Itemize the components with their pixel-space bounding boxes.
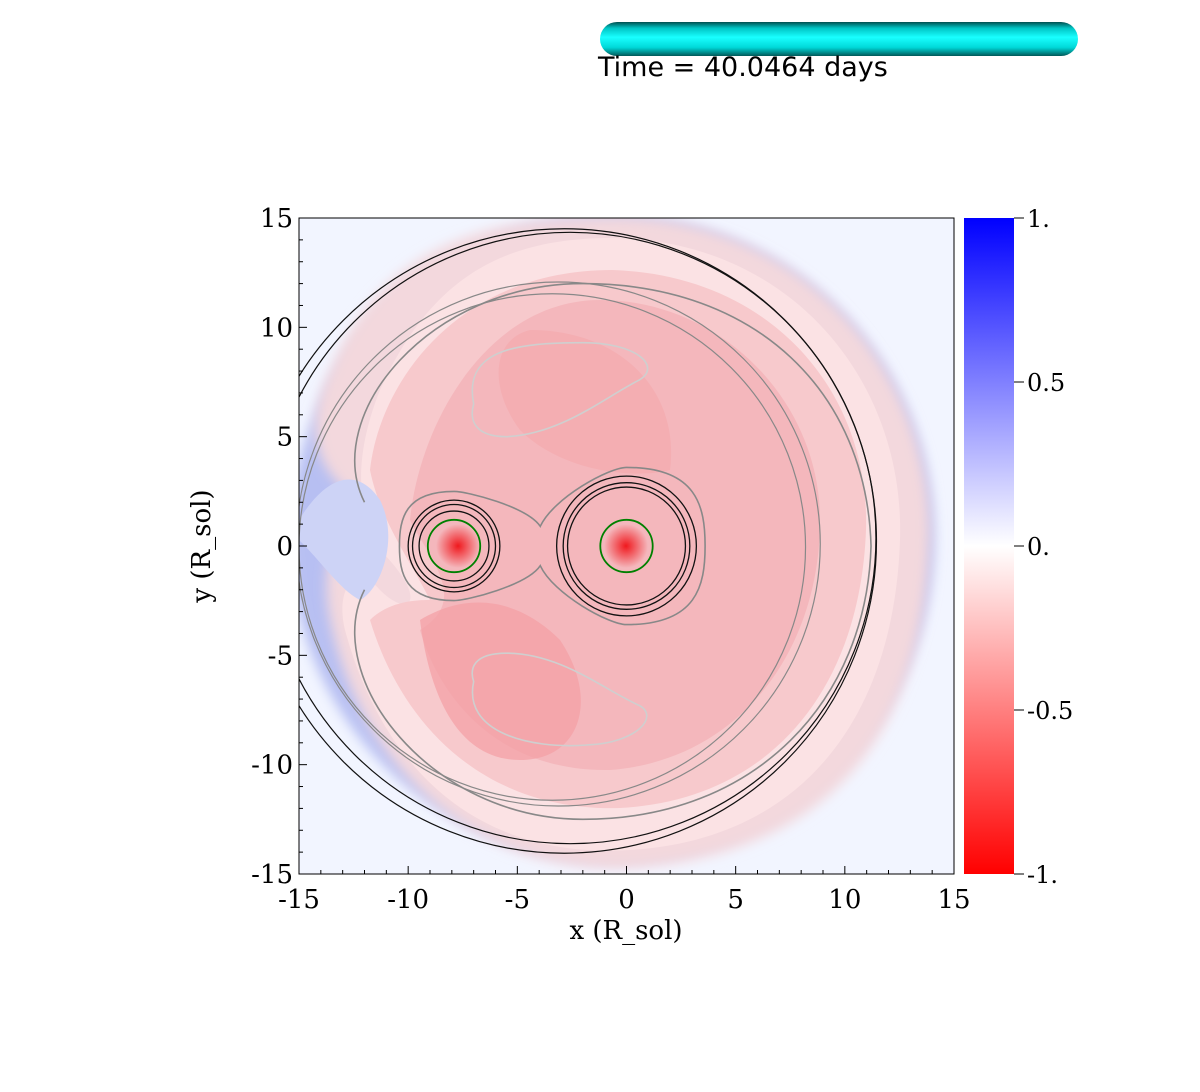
x-axis: -15 -10 -5 0 5 10 15 xyxy=(278,866,971,915)
star1-contour-ring xyxy=(407,499,501,593)
y-tick-label: 10 xyxy=(260,313,293,343)
star-2-circle xyxy=(599,518,654,574)
y-tick-label: -5 xyxy=(268,641,293,671)
x-tick-label: -5 xyxy=(505,885,530,915)
y-tick-label: 0 xyxy=(276,532,293,562)
x-tick-label: 10 xyxy=(828,885,861,915)
x-tick-label: -15 xyxy=(278,885,320,915)
y-axis-label: y (R_sol) xyxy=(187,489,217,603)
star1-contour-ring xyxy=(418,510,490,582)
y-tick-label: -10 xyxy=(251,751,293,781)
colorbar-tick-label: 1. xyxy=(1027,205,1050,233)
outer-contour-ring xyxy=(299,293,807,801)
star2-contour-ring xyxy=(566,486,687,606)
x-tick-label: 15 xyxy=(937,885,970,915)
l5-contour xyxy=(471,652,648,747)
heatmap-field xyxy=(299,218,954,874)
potential-contours xyxy=(299,228,877,854)
colorbar-tick-label: 0. xyxy=(1027,533,1050,561)
x-tick-label: 5 xyxy=(727,885,744,915)
x-axis-label: x (R_sol) xyxy=(569,916,682,946)
outer-contour-ring xyxy=(299,281,821,807)
y-tick-label: 15 xyxy=(260,204,293,234)
star2-contour-ring xyxy=(555,475,698,617)
star2-contour-ring xyxy=(562,482,691,610)
roche-lobe-contour xyxy=(398,466,706,626)
x-tick-label: -10 xyxy=(387,885,429,915)
time-progress-bar xyxy=(600,22,1078,56)
star-markers xyxy=(426,518,654,574)
colorbar-tick-label: -1. xyxy=(1027,861,1058,889)
y-tick-label: 5 xyxy=(276,423,293,453)
x-tick-label: 0 xyxy=(618,885,635,915)
y-axis: -15 -10 -5 0 5 10 15 xyxy=(251,204,307,890)
time-progress-fill xyxy=(600,22,1078,56)
colorbar xyxy=(964,218,1014,874)
colorbar-axis: 1. 0.5 0. -0.5 -1. xyxy=(1014,205,1073,889)
y-tick-label: -15 xyxy=(251,860,293,890)
outer-lobe-contour xyxy=(354,282,872,821)
star-1-circle xyxy=(426,518,482,574)
star1-contour-ring xyxy=(411,503,497,589)
outer-contour-ring xyxy=(299,228,877,854)
time-label: Time = 40.0464 days xyxy=(598,52,888,83)
l4-contour xyxy=(471,341,649,438)
colorbar-tick-label: 0.5 xyxy=(1027,369,1065,397)
colorbar-tick-label: -0.5 xyxy=(1027,697,1073,725)
